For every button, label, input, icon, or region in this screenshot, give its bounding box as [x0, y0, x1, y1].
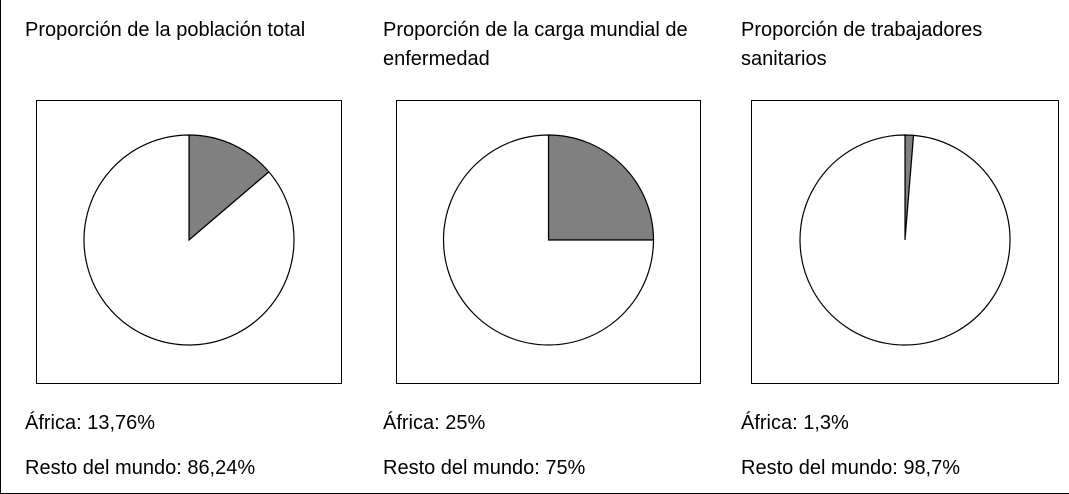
- pie-chart: [396, 100, 701, 384]
- value-label: Resto del mundo: 75%: [383, 457, 586, 479]
- value-label: África: 25%: [383, 412, 486, 434]
- pie-slice: [83, 134, 295, 346]
- pie-slice: [442, 134, 655, 346]
- chart-title: Proporción de la población total: [25, 19, 306, 41]
- pie-chart: [751, 100, 1059, 384]
- chart-title: Proporción de la carga mundial de enferm…: [383, 19, 688, 70]
- chart-title: Proporción de trabajadores sanitarios: [741, 19, 983, 70]
- pie-slice: [547, 134, 655, 241]
- value-label: África: 13,76%: [25, 412, 156, 434]
- pie-slice: [188, 134, 270, 242]
- pie-slice: [799, 134, 1011, 346]
- value-label: África: 1,3%: [741, 412, 849, 434]
- pie-chart: [36, 100, 342, 384]
- value-label: Resto del mundo: 86,24%: [25, 457, 256, 479]
- value-label: Resto del mundo: 98,7%: [741, 457, 961, 479]
